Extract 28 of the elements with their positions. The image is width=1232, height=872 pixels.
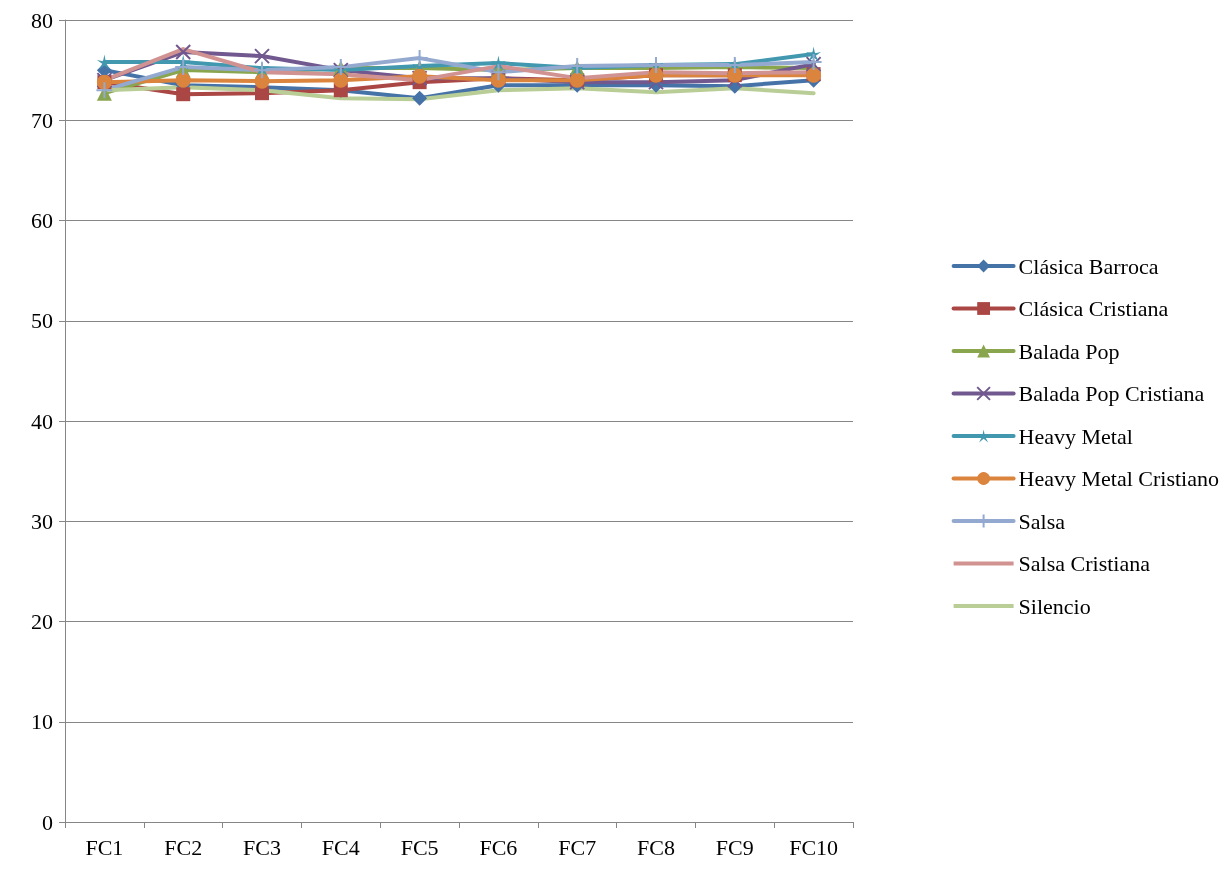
x-tick-label: FC3 [243, 834, 281, 860]
y-tick-label: 30 [31, 508, 53, 534]
y-tick-label: 20 [31, 609, 53, 634]
x-tick-label: FC8 [637, 834, 675, 860]
x-tick-label: FC2 [164, 834, 203, 860]
y-tick-label: 10 [31, 709, 53, 735]
y-tick-label: 60 [31, 208, 53, 233]
y-tick-label: 50 [31, 308, 53, 334]
x-tick-label: FC7 [558, 834, 597, 860]
x-tick-label: FC6 [479, 834, 518, 860]
legend-label: Salsa Cristiana [1018, 551, 1151, 576]
legend-label: Salsa [1018, 508, 1066, 534]
x-tick-label: FC10 [789, 834, 839, 860]
y-tick-label: 0 [42, 809, 53, 835]
y-tick-label: 70 [31, 107, 53, 133]
legend-label: Clásica Cristiana [1018, 296, 1169, 321]
y-tick-label: 80 [31, 7, 53, 33]
legend-label: Clásica Barroca [1018, 253, 1159, 279]
legend-label: Balada Pop [1018, 338, 1120, 364]
x-tick-label: FC9 [715, 834, 754, 860]
legend-label: Silencio [1018, 593, 1091, 619]
x-tick-label: FC1 [85, 834, 124, 860]
x-tick-label: FC4 [321, 834, 360, 860]
y-tick-label: 40 [31, 408, 53, 434]
legend-label: Heavy Metal [1018, 423, 1133, 449]
x-tick-label: FC5 [400, 834, 439, 860]
legend-label: Balada Pop Cristiana [1018, 381, 1205, 406]
legend-label: Heavy Metal Cristiano [1018, 466, 1220, 491]
